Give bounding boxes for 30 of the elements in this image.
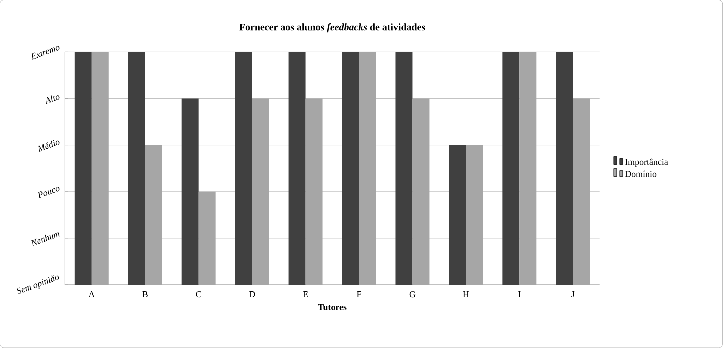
x-axis-title: Tutores: [318, 304, 347, 310]
x-tick-label: J: [572, 291, 575, 298]
bar: [235, 52, 252, 285]
bar: [396, 52, 413, 285]
x-tick-label: E: [303, 291, 308, 298]
bar: [502, 52, 520, 285]
text: Pouco: [38, 187, 60, 198]
x-tick-label: H: [463, 291, 470, 298]
bar: [74, 52, 92, 285]
text: Médio: [38, 140, 60, 152]
text: Alto: [46, 96, 60, 104]
x-tick-label: D: [249, 291, 256, 298]
x-tick-label: B: [142, 291, 148, 298]
bar: [342, 52, 360, 285]
bar: [556, 52, 574, 285]
legend-label: Domínio: [625, 170, 657, 178]
x-tick-label: A: [88, 291, 96, 298]
text: Nenhum: [31, 232, 60, 246]
text: Extremo: [31, 46, 60, 60]
bar: [449, 145, 466, 285]
text: Sem opinião: [17, 275, 60, 294]
x-tick-label: G: [410, 291, 416, 298]
x-tick-label: F: [357, 291, 362, 298]
bar: [288, 52, 306, 285]
chart-title: Fornecer aos alunos feedbacks de atividades: [240, 23, 426, 33]
x-tick-label: I: [518, 291, 521, 298]
bar: [182, 98, 199, 285]
bar: [128, 52, 146, 285]
legend-label: Importância: [625, 158, 668, 167]
x-tick-label: C: [196, 291, 202, 298]
